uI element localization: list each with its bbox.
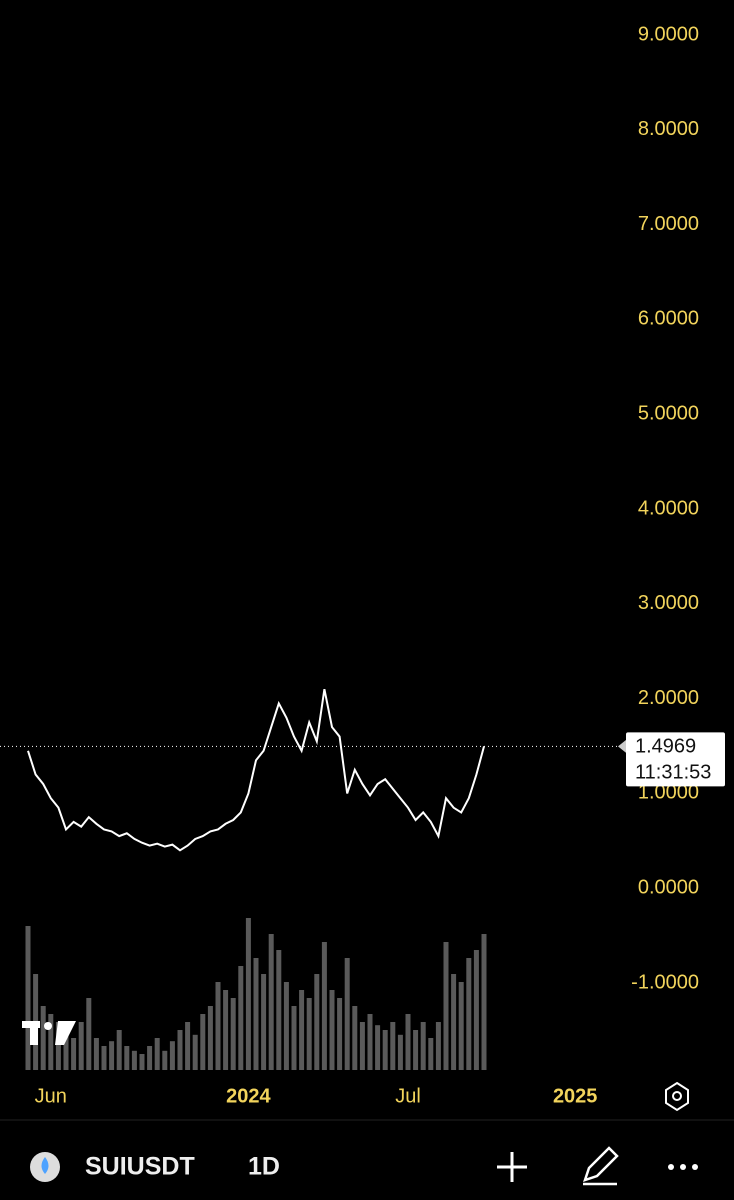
x-tick-label: 2024 [226, 1085, 271, 1107]
volume-bar [344, 958, 350, 1070]
volume-bar [359, 1022, 365, 1070]
draw-button[interactable] [583, 1146, 619, 1186]
volume-bar [185, 1022, 191, 1070]
volume-bar [116, 1030, 122, 1070]
volume-bar [291, 1006, 297, 1070]
last-price-label: 1.4969 [635, 736, 696, 758]
y-tick-label: 0.0000 [638, 877, 699, 899]
volume-bar [124, 1046, 130, 1070]
settings-icon[interactable] [665, 1081, 689, 1112]
x-tick-label: Jul [395, 1085, 421, 1107]
volume-bar [390, 1022, 396, 1070]
volume-bar [162, 1050, 168, 1070]
y-tick-label: 3.0000 [638, 592, 699, 614]
volume-bar [200, 1014, 206, 1070]
volume-bar [435, 1022, 441, 1070]
volume-bar [466, 958, 472, 1070]
more-button[interactable] [668, 1164, 698, 1170]
volume-bar [299, 990, 305, 1070]
countdown-label: 11:31:53 [635, 762, 711, 784]
volume-bar [109, 1041, 115, 1070]
volume-bar [253, 958, 259, 1070]
volume-bar [238, 966, 244, 1070]
volume-bar [192, 1034, 198, 1070]
volume-bar [268, 934, 274, 1070]
volume-bar [215, 982, 221, 1070]
volume-bar [405, 1014, 411, 1070]
volume-bar [420, 1022, 426, 1070]
price-label-arrow [618, 738, 628, 755]
y-tick-label: 1.0000 [638, 782, 699, 804]
y-tick-label: 2.0000 [638, 687, 699, 709]
volume-bar [63, 1030, 69, 1070]
volume-bar [48, 1014, 54, 1070]
price-line [27, 688, 485, 852]
volume-bar [147, 1046, 153, 1070]
plot-layer: -1.0000 0.0000 1.0000 2.0000 3.0000 4.0000 5.0… [0, 23, 725, 1107]
symbol[interactable]: SUIUSDT [85, 1153, 195, 1181]
volume-bar [78, 1022, 84, 1070]
y-tick-label: -1.0000 [631, 971, 699, 993]
y-tick-label: 4.0000 [638, 497, 699, 519]
volume-bar [367, 1014, 373, 1070]
volume-bar [131, 1050, 137, 1070]
y-tick-label: 6.0000 [638, 308, 699, 330]
volume-bar [169, 1041, 175, 1070]
volume-bar [101, 1046, 107, 1070]
volume-bar [337, 998, 343, 1070]
y-tick-label: 7.0000 [638, 213, 699, 235]
y-tick-label: 8.0000 [638, 118, 699, 140]
volume-bar [314, 974, 320, 1070]
volume-bar [321, 942, 327, 1070]
volume-bar [481, 934, 487, 1070]
volume-bar [25, 926, 31, 1070]
volume-bar [223, 990, 229, 1070]
y-tick-label: 5.0000 [638, 403, 699, 425]
volume-bar [329, 990, 335, 1070]
volume-bar [93, 1038, 99, 1070]
volume-bar [177, 1030, 183, 1070]
volume-bar [458, 982, 464, 1070]
symbol-icon[interactable] [30, 1152, 60, 1182]
y-tick-label: 9.0000 [638, 23, 699, 45]
volume-bar [71, 1038, 77, 1070]
volume-bar [245, 918, 251, 1070]
volume-bar [413, 1030, 419, 1070]
volume-bar [397, 1034, 403, 1070]
volume-bar [473, 950, 479, 1070]
volume-bar [139, 1054, 145, 1070]
volume-bar [207, 1006, 213, 1070]
volume-bar [154, 1038, 160, 1070]
volume-bar [382, 1030, 388, 1070]
volume-bar [55, 1022, 61, 1070]
volume-bar [306, 998, 312, 1070]
volume-bar [261, 974, 267, 1070]
volume-bar [375, 1025, 381, 1070]
volume-bar [40, 1006, 46, 1070]
tradingview-logo [22, 1021, 76, 1045]
volume-bar [352, 1006, 358, 1070]
volume-bar [443, 942, 449, 1070]
price-label-box [626, 732, 725, 787]
x-tick-label: Jun [35, 1085, 67, 1107]
volume-bar [428, 1038, 434, 1070]
add-button[interactable] [497, 1152, 527, 1182]
x-tick-label: 2025 [553, 1085, 598, 1107]
volume-bar [283, 982, 289, 1070]
volume-bar [276, 950, 282, 1070]
volume-layer [25, 918, 487, 1070]
interval[interactable]: 1D [248, 1153, 280, 1181]
volume-bar [230, 998, 236, 1070]
volume-bar [86, 998, 92, 1070]
volume-bar [451, 974, 457, 1070]
